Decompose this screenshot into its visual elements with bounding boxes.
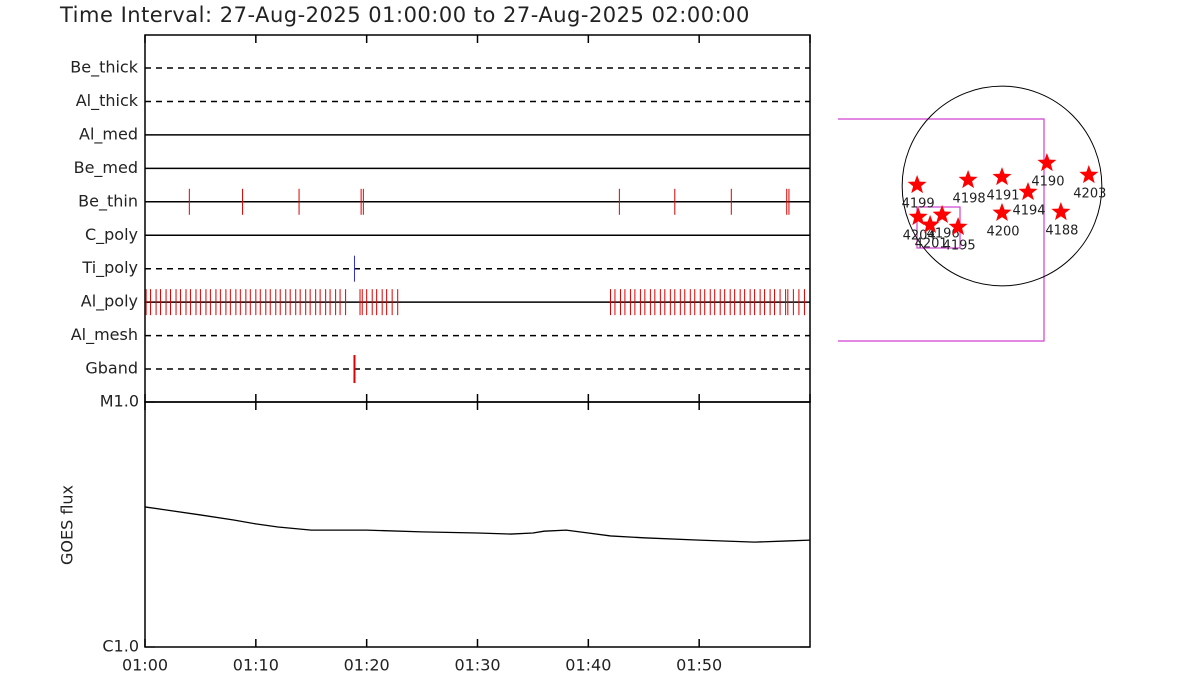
region-label: 4199 xyxy=(902,196,935,211)
region-star xyxy=(907,175,927,194)
region-label: 4201 xyxy=(915,236,948,251)
region-label: 4191 xyxy=(986,189,1019,204)
region-label: 4195 xyxy=(943,238,976,253)
x-tick-label: 01:50 xyxy=(676,656,722,675)
row-label: Al_mesh xyxy=(71,325,138,345)
region-star xyxy=(920,214,940,233)
region-label: 4188 xyxy=(1045,224,1078,239)
region-star xyxy=(1037,153,1057,172)
row-label: Be_med xyxy=(74,158,138,178)
goes-curve xyxy=(144,506,811,543)
region-label: 4198 xyxy=(953,191,986,206)
region-star xyxy=(992,202,1012,221)
x-tick-label: 01:40 xyxy=(565,656,611,675)
row-label: C_poly xyxy=(85,225,138,245)
timeline-frame xyxy=(144,34,811,403)
region-label: 4200 xyxy=(986,224,1019,239)
goes-frame xyxy=(144,401,811,648)
x-tick-label: 01:00 xyxy=(122,656,168,675)
region-label: 4204 xyxy=(903,228,936,243)
region-label: 4194 xyxy=(1012,204,1045,219)
x-tick-label: 01:30 xyxy=(454,656,500,675)
x-tick-label: 01:10 xyxy=(233,656,279,675)
fov-box xyxy=(838,118,1045,342)
y-tick-label: C1.0 xyxy=(102,637,139,656)
row-label: Gband xyxy=(85,359,138,378)
row-label: Al_med xyxy=(79,124,138,144)
region-label: 4203 xyxy=(1073,186,1106,201)
region-star xyxy=(1018,182,1038,201)
region-star xyxy=(958,170,978,189)
row-label: Al_thick xyxy=(76,91,139,111)
chart-title: Time Interval: 27-Aug-2025 01:00:00 to 2… xyxy=(59,3,750,27)
region-star xyxy=(1079,165,1099,184)
region-star xyxy=(908,207,928,226)
region-star xyxy=(1051,202,1071,221)
row-label: Ti_poly xyxy=(81,258,138,278)
y-tick-label: M1.0 xyxy=(100,392,139,411)
row-label: Be_thick xyxy=(70,58,138,78)
row-label: Al_poly xyxy=(81,292,138,312)
region-star xyxy=(948,217,968,236)
region-label: 4190 xyxy=(1031,175,1064,190)
region-star xyxy=(932,204,952,223)
y-axis-label: GOES flux xyxy=(58,485,77,565)
region-star xyxy=(992,167,1012,186)
x-tick-label: 01:20 xyxy=(344,656,390,675)
row-label: Be_thin xyxy=(78,191,138,211)
solar-limb xyxy=(901,85,1103,287)
